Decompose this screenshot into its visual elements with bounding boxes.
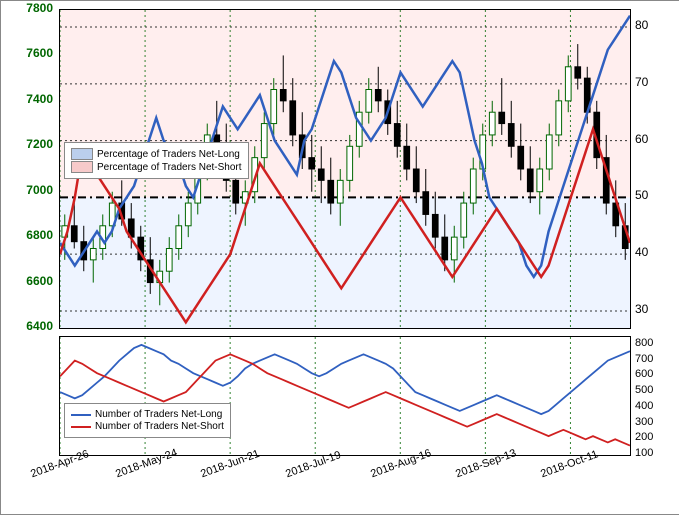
y-right-lower-tick: 800 [635, 337, 653, 349]
y-left-tick: 7000 [5, 183, 53, 197]
y-left-tick: 7200 [5, 137, 53, 151]
upper-price-panel: Percentage of Traders Net-Long Percentage… [59, 9, 631, 329]
chart-container: Percentage of Traders Net-Long Percentage… [0, 0, 679, 515]
y-right-upper-tick: 30 [635, 302, 648, 316]
legend-line [71, 426, 91, 428]
y-left-tick: 7400 [5, 92, 53, 106]
y-right-lower-tick: 500 [635, 384, 653, 396]
legend-item: Number of Traders Net-Short [71, 421, 224, 432]
legend-label: Number of Traders Net-Long [95, 409, 222, 420]
y-right-upper-tick: 70 [635, 75, 648, 89]
legend-label: Percentage of Traders Net-Short [97, 162, 242, 173]
y-left-tick: 6800 [5, 228, 53, 242]
legend-label: Number of Traders Net-Short [95, 421, 224, 432]
y-left-tick: 7800 [5, 1, 53, 15]
y-right-lower-tick: 100 [635, 447, 653, 459]
y-right-upper-tick: 60 [635, 132, 648, 146]
lower-legend: Number of Traders Net-LongNumber of Trad… [64, 403, 231, 438]
upper-legend: Percentage of Traders Net-Long Percentage… [64, 142, 249, 179]
legend-swatch [71, 148, 93, 160]
y-right-upper-tick: 50 [635, 188, 648, 202]
lower-volume-panel: Number of Traders Net-LongNumber of Trad… [59, 336, 631, 456]
y-right-lower-tick: 700 [635, 353, 653, 365]
y-right-lower-tick: 200 [635, 431, 653, 443]
legend-item: Percentage of Traders Net-Long [71, 148, 242, 160]
y-left-tick: 6600 [5, 274, 53, 288]
y-left-tick: 7600 [5, 46, 53, 60]
y-left-tick: 6400 [5, 319, 53, 333]
legend-line [71, 414, 91, 416]
y-right-upper-tick: 40 [635, 245, 648, 259]
y-right-lower-tick: 400 [635, 400, 653, 412]
legend-item: Percentage of Traders Net-Short [71, 161, 242, 173]
y-right-lower-tick: 600 [635, 368, 653, 380]
legend-swatch [71, 161, 93, 173]
y-right-lower-tick: 300 [635, 416, 653, 428]
legend-label: Percentage of Traders Net-Long [97, 149, 240, 160]
y-right-upper-tick: 80 [635, 18, 648, 32]
legend-item: Number of Traders Net-Long [71, 409, 224, 420]
